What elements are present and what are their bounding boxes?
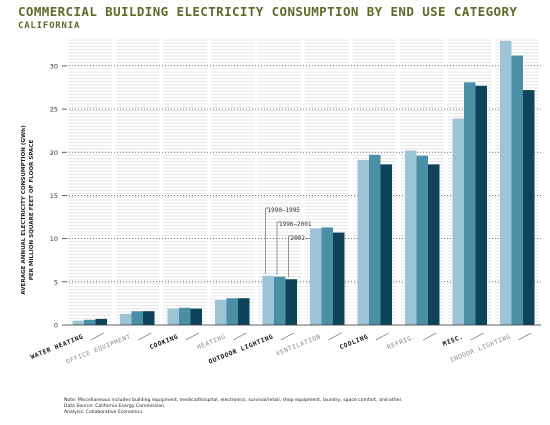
notes-block: Note: Miscellaneous includes building eq… xyxy=(64,398,402,417)
category-leader xyxy=(518,332,532,341)
bar xyxy=(143,311,155,325)
category-panel xyxy=(210,39,254,326)
bar xyxy=(310,228,322,325)
category-leader xyxy=(423,332,437,341)
category-leader xyxy=(470,332,484,341)
y-tick-label: 30 xyxy=(50,62,58,70)
bar xyxy=(475,85,487,325)
bar xyxy=(380,164,392,325)
category-label: REFRIG. xyxy=(386,333,417,351)
y-tick-label: 20 xyxy=(50,149,58,157)
category-leader xyxy=(280,332,294,341)
bar xyxy=(428,164,440,325)
category-leader xyxy=(90,332,104,341)
category-panel xyxy=(163,39,207,326)
bar xyxy=(511,55,523,325)
bar xyxy=(131,311,143,325)
legend-label: 1996–2001 xyxy=(279,221,312,228)
bar xyxy=(190,308,202,325)
chart-title: COMMERCIAL BUILDING ELECTRICITY CONSUMPT… xyxy=(18,4,518,19)
y-tick-label: 15 xyxy=(50,192,58,200)
category-leader xyxy=(375,332,389,341)
category-label: HEATING xyxy=(196,333,227,351)
bar xyxy=(84,319,96,325)
bar xyxy=(179,307,191,325)
bar xyxy=(416,155,428,325)
bar xyxy=(95,318,107,325)
category-label: MISC. xyxy=(442,333,465,348)
category-panel xyxy=(115,39,159,326)
category-label: COOLING xyxy=(339,333,370,351)
legend-label: 1990–1995 xyxy=(268,207,301,214)
bar xyxy=(500,40,512,325)
category-leader xyxy=(185,332,199,341)
bar xyxy=(523,90,535,325)
bar xyxy=(452,118,464,325)
note-data-source: Data Source: California Energy Commissio… xyxy=(64,404,165,410)
bar xyxy=(285,279,297,325)
bar xyxy=(274,276,286,325)
category-leader xyxy=(233,332,247,341)
bar xyxy=(72,320,84,325)
note-misc: Note: Miscellaneous includes building eq… xyxy=(64,398,403,403)
bar xyxy=(167,308,179,325)
bar xyxy=(333,232,345,325)
bar xyxy=(357,160,369,325)
category-panel xyxy=(68,39,112,326)
y-tick-label: 25 xyxy=(50,106,58,114)
bar xyxy=(369,154,381,325)
legend-label: 2002– xyxy=(291,235,309,242)
bar xyxy=(238,298,250,325)
bar xyxy=(464,82,476,326)
category-label: VENTILATION xyxy=(275,333,322,357)
y-axis-label: AVERAGE ANNUAL ELECTRICITY CONSUMPTION (… xyxy=(21,125,27,295)
bar xyxy=(405,150,417,325)
y-tick-label: 0 xyxy=(54,322,58,330)
note-analysis: Analysis: Collaborative Economics xyxy=(64,410,143,416)
bar xyxy=(262,275,274,325)
category-leader xyxy=(138,332,152,341)
bar xyxy=(120,313,132,325)
category-leader xyxy=(328,332,342,341)
chart-subtitle: CALIFORNIA xyxy=(18,21,81,31)
y-tick-label: 10 xyxy=(50,235,58,243)
bar xyxy=(321,227,333,325)
bar xyxy=(226,298,238,325)
bar xyxy=(215,299,227,325)
y-tick-label: 5 xyxy=(54,278,58,286)
y-axis-label: PER MILLION SQUARE FEET OF FLOOR SPACE xyxy=(29,140,35,281)
category-label: COOKING xyxy=(149,333,180,351)
